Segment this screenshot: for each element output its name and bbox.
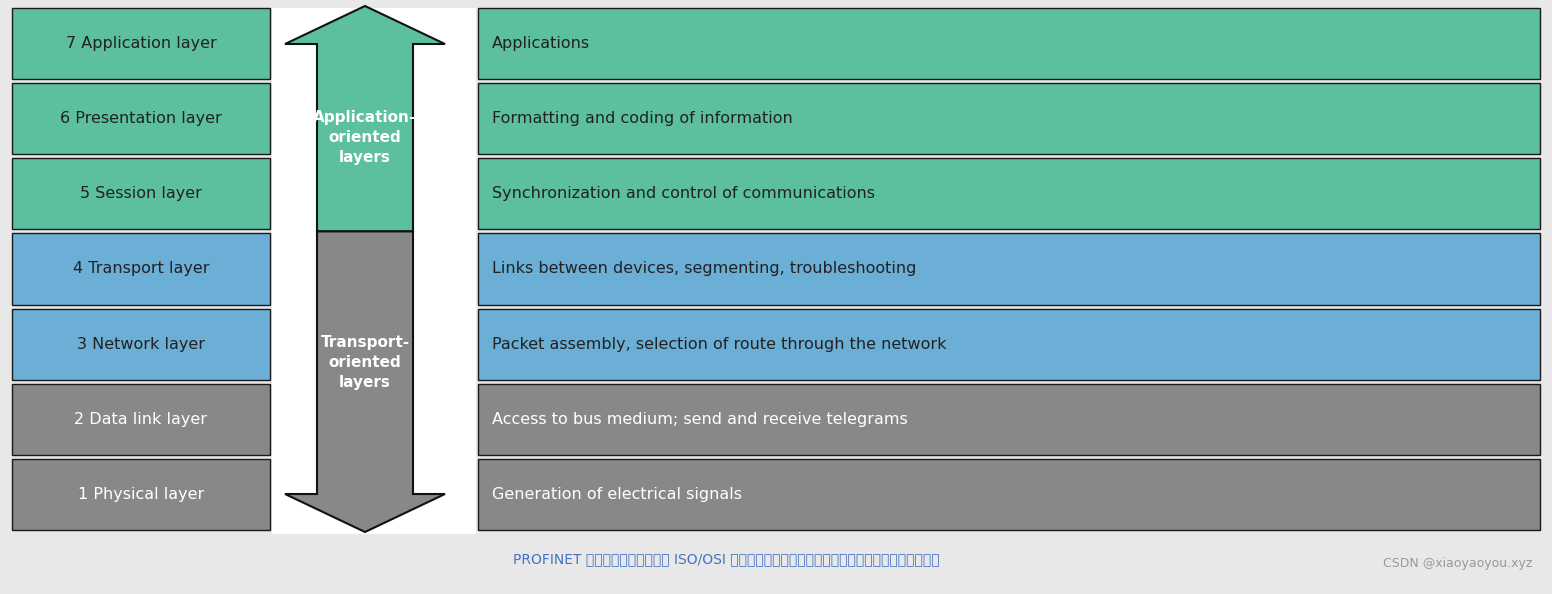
Text: 3 Network layer: 3 Network layer (78, 337, 205, 352)
FancyBboxPatch shape (12, 459, 270, 530)
FancyBboxPatch shape (478, 158, 1540, 229)
FancyBboxPatch shape (12, 158, 270, 229)
Text: CSDN @xiaoyaoyou.xyz: CSDN @xiaoyaoyou.xyz (1383, 558, 1532, 570)
Polygon shape (286, 232, 445, 532)
Text: PROFINET 是一种通信协议，位于 ISO/OSI 模型的第七层，该七层模型一般描述通信系统的抽象层。: PROFINET 是一种通信协议，位于 ISO/OSI 模型的第七层，该七层模型… (512, 552, 939, 566)
Text: 6 Presentation layer: 6 Presentation layer (61, 111, 222, 126)
Polygon shape (286, 6, 445, 232)
FancyBboxPatch shape (478, 308, 1540, 380)
Text: 7 Application layer: 7 Application layer (65, 36, 216, 51)
Text: Generation of electrical signals: Generation of electrical signals (492, 487, 742, 502)
FancyBboxPatch shape (478, 233, 1540, 305)
FancyBboxPatch shape (12, 83, 270, 154)
Text: 1 Physical layer: 1 Physical layer (78, 487, 205, 502)
Text: Transport-
oriented
layers: Transport- oriented layers (320, 336, 410, 390)
FancyBboxPatch shape (12, 8, 270, 79)
Text: Links between devices, segmenting, troubleshooting: Links between devices, segmenting, troub… (492, 261, 916, 276)
FancyBboxPatch shape (12, 384, 270, 455)
Text: Synchronization and control of communications: Synchronization and control of communica… (492, 187, 875, 201)
Text: 5 Session layer: 5 Session layer (81, 187, 202, 201)
Text: Formatting and coding of information: Formatting and coding of information (492, 111, 793, 126)
Text: Application-
oriented
layers: Application- oriented layers (314, 110, 416, 165)
Text: 2 Data link layer: 2 Data link layer (74, 412, 208, 426)
FancyBboxPatch shape (478, 384, 1540, 455)
FancyBboxPatch shape (478, 459, 1540, 530)
FancyBboxPatch shape (272, 8, 476, 534)
FancyBboxPatch shape (478, 83, 1540, 154)
FancyBboxPatch shape (12, 308, 270, 380)
Text: 4 Transport layer: 4 Transport layer (73, 261, 210, 276)
Text: Access to bus medium; send and receive telegrams: Access to bus medium; send and receive t… (492, 412, 908, 426)
FancyBboxPatch shape (12, 233, 270, 305)
Text: Applications: Applications (492, 36, 590, 51)
FancyBboxPatch shape (478, 8, 1540, 79)
Text: Packet assembly, selection of route through the network: Packet assembly, selection of route thro… (492, 337, 947, 352)
